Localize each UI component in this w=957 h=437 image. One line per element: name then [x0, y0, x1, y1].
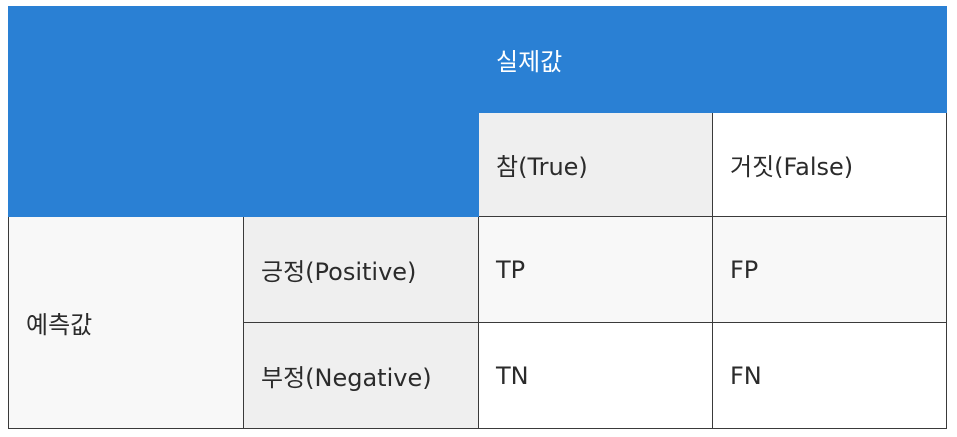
cell-fp: FP — [712, 216, 947, 323]
header-row-actual: 실제값 — [8, 6, 947, 217]
actual-false-header: 거짓(False) — [712, 112, 947, 217]
cell-tn: TN — [478, 322, 713, 429]
predicted-negative-label: 부정(Negative) — [243, 322, 479, 429]
actual-true-header: 참(True) — [478, 112, 713, 217]
cell-tp: TP — [478, 216, 713, 323]
predicted-positive-label: 긍정(Positive) — [243, 216, 479, 323]
header-row-actual-classes: 참(True) 거짓(False) — [9, 112, 947, 217]
actual-value-header: 실제값 — [478, 6, 947, 113]
confusion-matrix-table: 실제값 참(True) 거짓(False) 예측값 긍정(Positive) T… — [8, 6, 947, 429]
row-predicted-negative: 부정(Negative) TN FN — [9, 322, 947, 429]
predicted-value-header: 예측값 — [8, 216, 244, 429]
cell-fn: FN — [712, 322, 947, 429]
corner-header-cell — [8, 6, 479, 217]
row-predicted-positive: 예측값 긍정(Positive) TP FP — [8, 216, 947, 429]
